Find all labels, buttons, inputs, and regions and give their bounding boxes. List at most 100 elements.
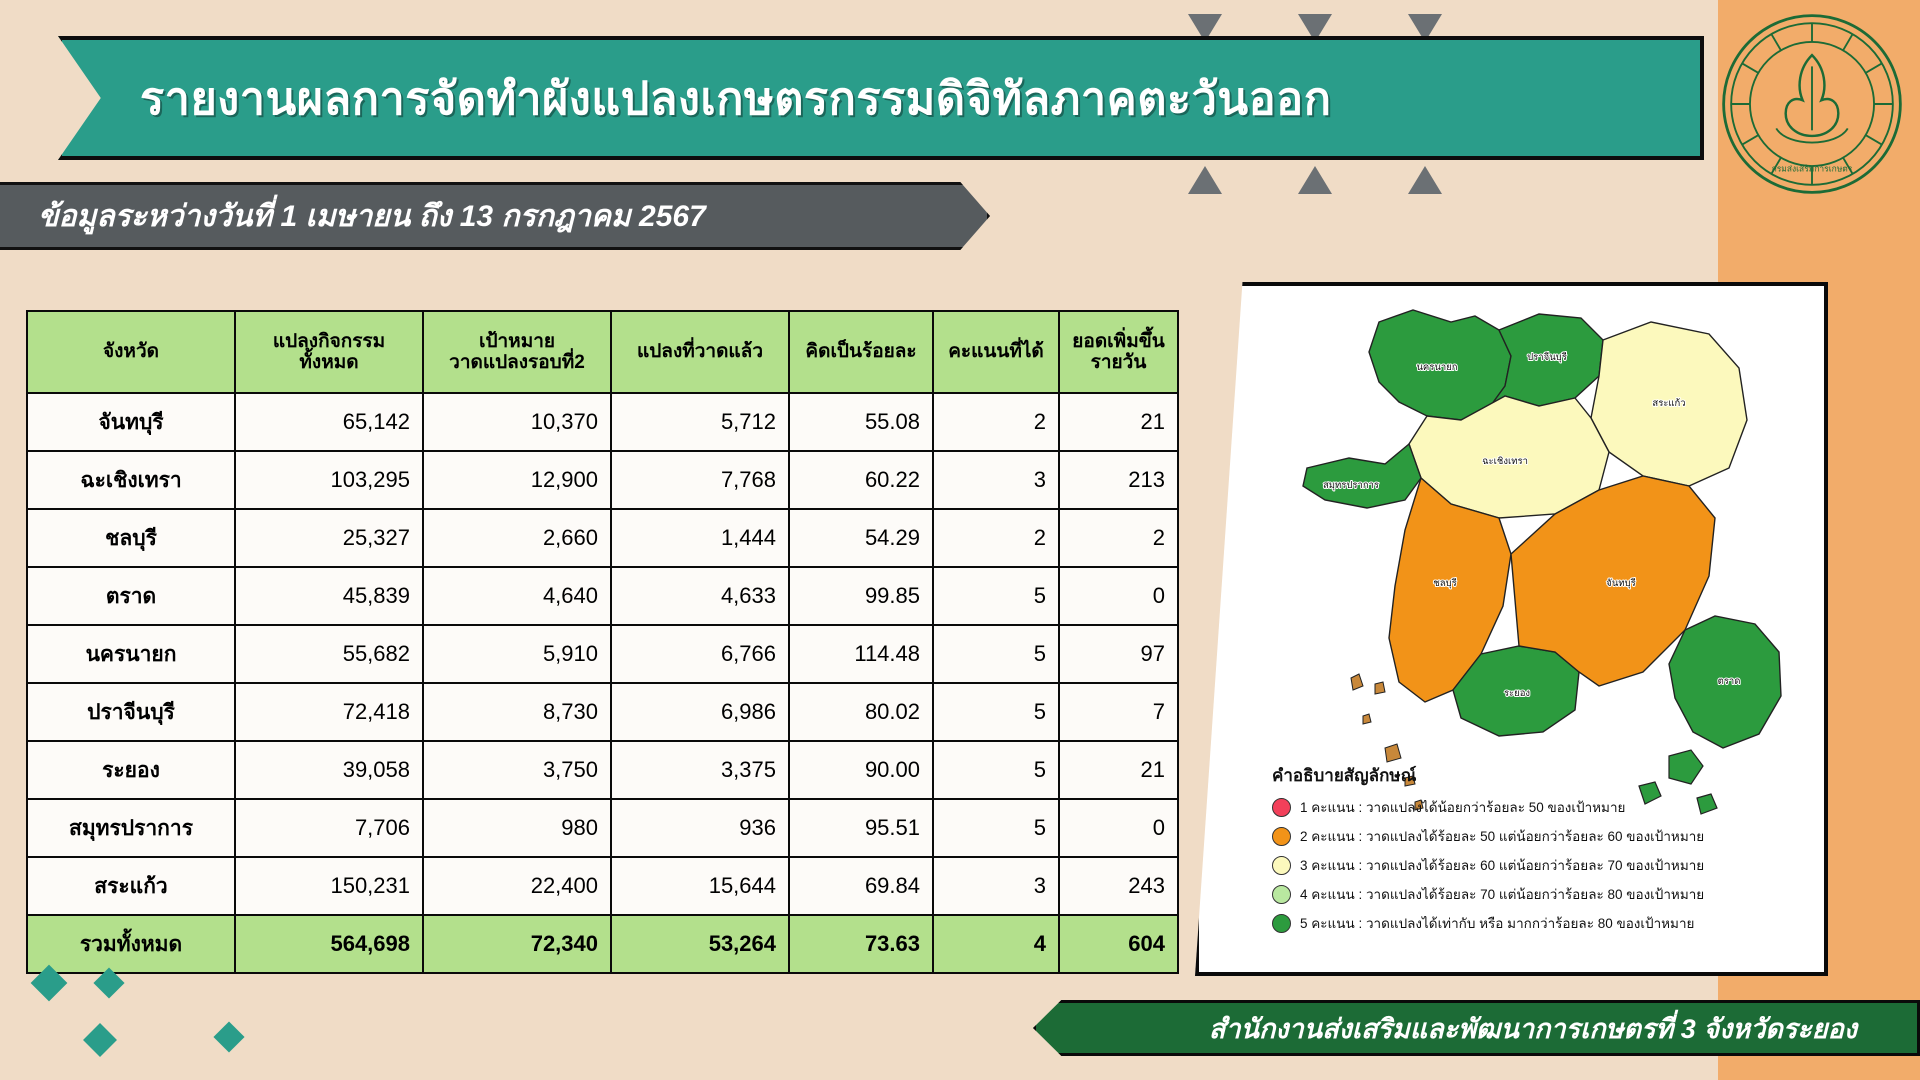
table-row: ระยอง 39,058 3,750 3,375 90.00 5 21 (26, 740, 1179, 800)
table-row: ชลบุรี 25,327 2,660 1,444 54.29 2 2 (26, 508, 1179, 568)
map-label-prachinburi: ปราจีนบุรี (1527, 351, 1567, 363)
row-cell-score: 3 (932, 450, 1060, 510)
row-cell-daily: 0 (1058, 798, 1179, 858)
row-cell-drawn: 1,444 (610, 508, 790, 568)
map-province-chanthaburi[interactable] (1510, 475, 1716, 687)
row-cell-drawn: 936 (610, 798, 790, 858)
row-cell-percent: 90.00 (788, 740, 934, 800)
decorative-triangle-bottom-2 (1298, 166, 1332, 194)
subtitle-ribbon: ข้อมูลระหว่างวันที่ 1 เมษายน ถึง 13 กรกฎ… (0, 182, 990, 250)
row-cell-score: 5 (932, 566, 1060, 626)
row-cell-total-plots: 45,839 (234, 566, 424, 626)
row-cell-total-plots: 7,706 (234, 798, 424, 858)
table-row: สระแก้ว 150,231 22,400 15,644 69.84 3 243 (26, 856, 1179, 916)
row-cell-total-plots: 72,418 (234, 682, 424, 742)
decorative-triangle-bottom-3 (1408, 166, 1442, 194)
row-cell-drawn: 6,986 (610, 682, 790, 742)
legend-row: 5 คะแนน : วาดแปลงได้เท่ากับ หรือ มากกว่า… (1272, 912, 1812, 934)
row-cell-drawn: 5,712 (610, 392, 790, 452)
legend-color-swatch-icon (1272, 855, 1291, 875)
total-target: 72,340 (422, 914, 612, 974)
legend-label: 3 คะแนน : วาดแปลงได้ร้อยละ 60 แต่น้อยกว่… (1300, 858, 1705, 873)
row-cell-target: 22,400 (422, 856, 612, 916)
map-province-trat[interactable] (1668, 615, 1782, 749)
footer-office-name: สำนักงานส่งเสริมและพัฒนาการเกษตรที่ 3 จั… (1208, 1013, 1857, 1044)
map-province-sakaeo[interactable] (1590, 321, 1748, 487)
region-map-panel: นครนายก ปราจีนบุรี สระแก้ว ฉะเชิงเทรา สม… (1195, 282, 1828, 976)
row-cell-province: ชลบุรี (26, 508, 236, 568)
row-cell-daily: 21 (1058, 740, 1179, 800)
row-cell-daily: 7 (1058, 682, 1179, 742)
row-cell-percent: 114.48 (788, 624, 934, 684)
row-cell-score: 5 (932, 682, 1060, 742)
row-cell-score: 3 (932, 856, 1060, 916)
map-trat-islands (1638, 749, 1718, 815)
row-cell-percent: 69.84 (788, 856, 934, 916)
row-cell-total-plots: 25,327 (234, 508, 424, 568)
row-cell-total-plots: 39,058 (234, 740, 424, 800)
col-header-drawn: แปลงที่วาดแล้ว (610, 310, 790, 394)
data-table-container: จังหวัด แปลงกิจกรรม ทั้งหมด เป้าหมาย วาด… (26, 310, 1179, 974)
row-cell-percent: 60.22 (788, 450, 934, 510)
row-cell-target: 2,660 (422, 508, 612, 568)
row-cell-target: 3,750 (422, 740, 612, 800)
row-cell-score: 5 (932, 624, 1060, 684)
row-cell-percent: 55.08 (788, 392, 934, 452)
map-legend: คำอธิบายสัญลักษณ์ 1 คะแนน : วาดแปลงได้น้… (1272, 762, 1812, 941)
row-cell-score: 2 (932, 392, 1060, 452)
row-cell-daily: 21 (1058, 392, 1179, 452)
col-header-score: คะแนนที่ได้ (932, 310, 1060, 394)
table-row: นครนายก 55,682 5,910 6,766 114.48 5 97 (26, 624, 1179, 684)
row-cell-target: 10,370 (422, 392, 612, 452)
map-label-trat: ตราด (1718, 676, 1741, 687)
legend-row: 4 คะแนน : วาดแปลงได้ร้อยละ 70 แต่น้อยกว่… (1272, 883, 1812, 905)
map-province-rayong[interactable] (1452, 645, 1580, 737)
row-cell-total-plots: 65,142 (234, 392, 424, 452)
row-cell-province: สมุทรปราการ (26, 798, 236, 858)
row-cell-drawn: 7,768 (610, 450, 790, 510)
row-cell-percent: 54.29 (788, 508, 934, 568)
table-row: จันทบุรี 65,142 10,370 5,712 55.08 2 21 (26, 392, 1179, 452)
legend-label: 5 คะแนน : วาดแปลงได้เท่ากับ หรือ มากกว่า… (1300, 916, 1695, 931)
total-drawn: 53,264 (610, 914, 790, 974)
row-cell-target: 8,730 (422, 682, 612, 742)
map-label-nakhonnayok: นครนายก (1416, 362, 1457, 373)
row-cell-daily: 2 (1058, 508, 1179, 568)
table-header-row: จังหวัด แปลงกิจกรรม ทั้งหมด เป้าหมาย วาด… (26, 310, 1179, 394)
row-cell-score: 2 (932, 508, 1060, 568)
legend-label: 4 คะแนน : วาดแปลงได้ร้อยละ 70 แต่น้อยกว่… (1300, 887, 1705, 902)
row-cell-province: ฉะเชิงเทรา (26, 450, 236, 510)
map-label-chachoengsao: ฉะเชิงเทรา (1482, 456, 1528, 467)
row-cell-target: 980 (422, 798, 612, 858)
col-header-province: จังหวัด (26, 310, 236, 394)
row-cell-drawn: 4,633 (610, 566, 790, 626)
legend-label: 2 คะแนน : วาดแปลงได้ร้อยละ 50 แต่น้อยกว่… (1300, 829, 1705, 844)
row-cell-province: ตราด (26, 566, 236, 626)
row-cell-score: 5 (932, 798, 1060, 858)
row-cell-target: 5,910 (422, 624, 612, 684)
svg-text:กรมส่งเสริมการเกษตร: กรมส่งเสริมการเกษตร (1772, 164, 1853, 174)
page-title: รายงานผลการจัดทำผังแปลงเกษตรกรรมดิจิทัลภ… (140, 73, 1332, 124)
row-cell-province: ระยอง (26, 740, 236, 800)
row-cell-total-plots: 150,231 (234, 856, 424, 916)
legend-row: 1 คะแนน : วาดแปลงได้น้อยกว่าร้อยละ 50 ขอ… (1272, 796, 1812, 818)
map-label-chonburi: ชลบุรี (1433, 577, 1456, 589)
title-banner: รายงานผลการจัดทำผังแปลงเกษตรกรรมดิจิทัลภ… (58, 36, 1704, 160)
row-cell-daily: 0 (1058, 566, 1179, 626)
map-chonburi-islands (1350, 673, 1424, 811)
legend-title: คำอธิบายสัญลักษณ์ (1272, 766, 1417, 785)
total-total-plots: 564,698 (234, 914, 424, 974)
footer-ribbon: สำนักงานส่งเสริมและพัฒนาการเกษตรที่ 3 จั… (1033, 1000, 1920, 1056)
row-cell-drawn: 3,375 (610, 740, 790, 800)
map-label-sakaeo: สระแก้ว (1652, 398, 1685, 409)
map-province-samutprakan[interactable] (1302, 442, 1422, 509)
seal-logo-icon: กรมส่งเสริมการเกษตร (1722, 14, 1902, 194)
eastern-region-map: นครนายก ปราจีนบุรี สระแก้ว ฉะเชิงเทรา สม… (1302, 309, 1782, 815)
col-header-target: เป้าหมาย วาดแปลงรอบที่2 (422, 310, 612, 394)
table-row: ปราจีนบุรี 72,418 8,730 6,986 80.02 5 7 (26, 682, 1179, 742)
row-cell-province: ปราจีนบุรี (26, 682, 236, 742)
row-cell-daily: 97 (1058, 624, 1179, 684)
table-row: ตราด 45,839 4,640 4,633 99.85 5 0 (26, 566, 1179, 626)
row-cell-percent: 99.85 (788, 566, 934, 626)
legend-color-swatch-icon (1272, 913, 1291, 933)
